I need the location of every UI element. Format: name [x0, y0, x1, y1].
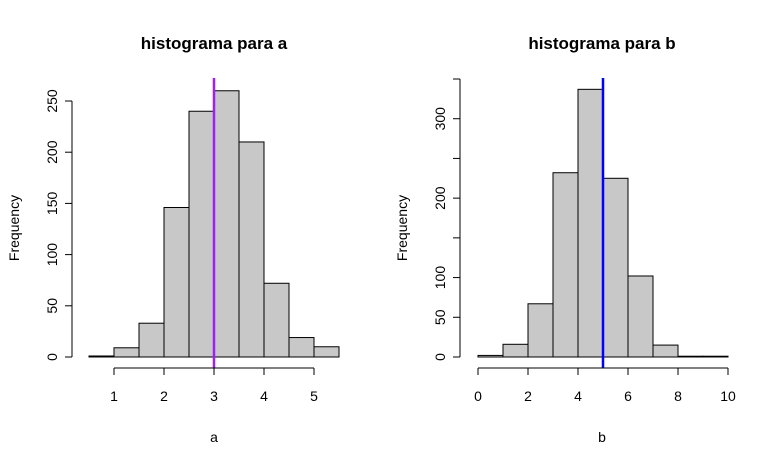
histogram-bar [502, 343, 529, 358]
y-axis-label-b: Frequency [394, 195, 410, 261]
x-tick-label: 2 [160, 388, 168, 404]
x-tick-label: 8 [674, 388, 682, 404]
x-axis-label-a: a [210, 429, 218, 445]
panel-b: histograma para b b Frequency 0 2 4 6 8 10050… [394, 34, 736, 445]
y-axis-label-a: Frequency [6, 195, 22, 261]
histogram-bar [702, 355, 729, 358]
x-tick-label: 10 [720, 388, 736, 404]
histogram-bar [577, 88, 604, 358]
histogram-bar [288, 337, 315, 358]
chart-title-a: histograma para a [141, 34, 288, 53]
histogram-bar [263, 282, 290, 358]
y-tick-label: 100 [44, 243, 60, 267]
y-tick-label: 200 [44, 140, 60, 164]
histogram-bar [88, 355, 115, 358]
x-axis-label-b: b [598, 429, 606, 445]
histogram-bar [627, 275, 654, 358]
y-tick-label: 0 [432, 353, 448, 361]
x-tick-label: 1 [110, 388, 118, 404]
panel-a: histograma para a a Frequency 1 2 3 4 505010… [6, 34, 340, 445]
histogram-bar [527, 303, 554, 358]
y-tick-label: 300 [432, 107, 448, 131]
histogram-bar [477, 354, 504, 358]
histogram-bar [238, 141, 265, 358]
histogram-bar [163, 206, 190, 358]
x-tick-label: 4 [260, 388, 268, 404]
histogram-bar [602, 177, 629, 358]
x-tick-label: 2 [524, 388, 532, 404]
y-tick-label: 50 [432, 309, 448, 325]
x-tick-label: 0 [474, 388, 482, 404]
y-tick-label: 150 [44, 192, 60, 216]
histogram-bar [677, 355, 704, 358]
histogram-bar [313, 346, 340, 358]
histogram-bar [188, 110, 215, 358]
histogram-bar [113, 347, 140, 358]
x-tick-label: 4 [574, 388, 582, 404]
y-tick-label: 0 [44, 353, 60, 361]
histogram-bar [138, 322, 165, 358]
chart-title-b: histograma para b [528, 34, 675, 53]
x-tick-label: 6 [624, 388, 632, 404]
y-tick-label: 50 [44, 298, 60, 314]
histogram-bar [552, 172, 579, 358]
y-tick-label: 100 [432, 266, 448, 290]
x-tick-label: 3 [210, 388, 218, 404]
histogram-bar [652, 344, 679, 358]
y-tick-label: 250 [44, 89, 60, 113]
histogram-bar [213, 90, 240, 358]
x-tick-label: 5 [310, 388, 318, 404]
y-tick-label: 200 [432, 186, 448, 210]
